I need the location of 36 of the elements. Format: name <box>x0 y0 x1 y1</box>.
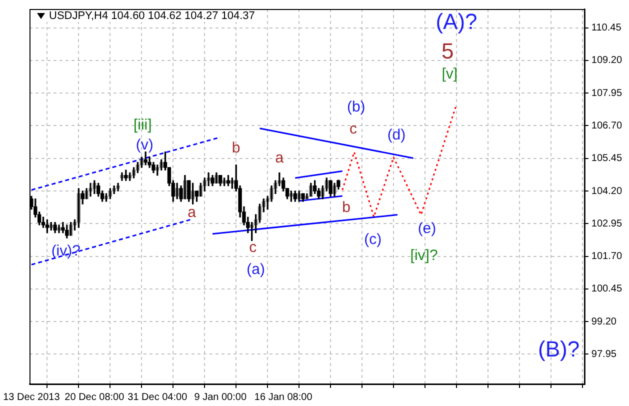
annotation: a <box>188 204 197 222</box>
annotation: (A)? <box>436 8 478 34</box>
chart-title: USDJPY,H4 104.60 104.62 104.27 104.37 <box>49 10 255 22</box>
annotation: (d) <box>387 126 406 144</box>
y-tick-label: 100.45 <box>591 284 622 295</box>
y-tick-label: 110.45 <box>591 22 622 34</box>
annotation: (e) <box>418 220 436 238</box>
y-tick-label: 109.20 <box>591 55 622 66</box>
y-tick-label: 104.20 <box>591 186 622 197</box>
x-tick-label: 20 Dec 08:00 <box>64 392 125 403</box>
annotation: (a) <box>246 260 265 278</box>
y-tick-label: 101.70 <box>591 251 622 262</box>
annotation: b <box>342 199 350 216</box>
annotation: (c) <box>364 230 382 248</box>
y-tick-label: 97.95 <box>591 348 617 360</box>
annotation: [v] <box>442 66 458 83</box>
y-tick-label: 107.95 <box>591 88 622 99</box>
y-tick-label: 106.70 <box>591 120 622 132</box>
x-tick-label: 31 Dec 04:00 <box>128 392 188 403</box>
annotation: (b) <box>346 98 366 116</box>
annotation: b <box>232 139 240 156</box>
annotation: (v) <box>136 136 154 154</box>
annotation: [iv]? <box>410 246 438 264</box>
y-tick-label: 99.20 <box>591 316 617 328</box>
y-tick-label: 102.95 <box>591 218 622 230</box>
annotation: (B)? <box>538 336 580 362</box>
annotation: 5 <box>442 38 454 64</box>
x-tick-label: 16 Jan 08:00 <box>254 392 313 403</box>
annotation: (iv)? <box>51 242 80 260</box>
x-tick-label: 13 Dec 2013 <box>3 392 60 403</box>
annotation: c <box>349 120 358 138</box>
x-tick-label: 9 Jan 00:00 <box>194 392 247 403</box>
y-tick-label: 105.45 <box>591 153 622 164</box>
annotation: a <box>275 149 284 166</box>
annotation: [iii] <box>133 116 152 134</box>
annotation: c <box>249 238 258 256</box>
